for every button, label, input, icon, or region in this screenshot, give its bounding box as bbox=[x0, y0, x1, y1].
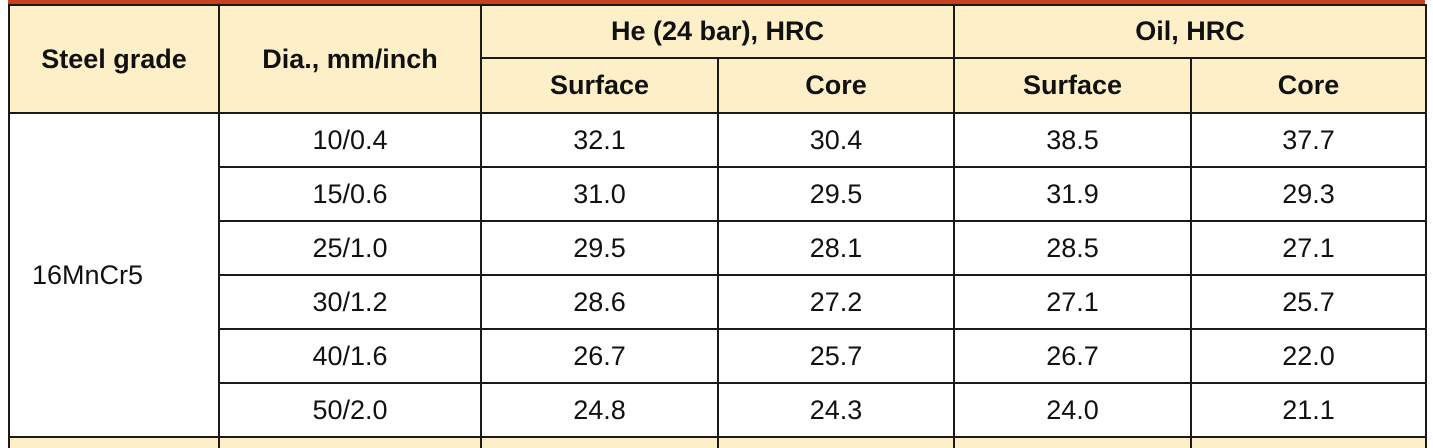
data-cell: 32.1 bbox=[480, 112, 719, 168]
data-cell: 21.1 bbox=[1190, 382, 1428, 438]
cut-off-cell bbox=[8, 436, 220, 448]
header-cell: Dia., mm/inch bbox=[218, 4, 482, 114]
data-cell: 25.7 bbox=[716, 328, 956, 384]
header-row: Steel grade Dia., mm/inch He (24 bar), H… bbox=[8, 4, 1428, 114]
cut-off-cell bbox=[953, 436, 1193, 448]
header-cell: He (24 bar), HRC bbox=[479, 4, 956, 59]
cut-off-cell bbox=[218, 436, 482, 448]
subheader-cell: Surface bbox=[480, 57, 719, 114]
data-cell: 10/0.4 bbox=[218, 112, 482, 168]
data-row: 50/2.0 24.8 24.3 24.0 21.1 bbox=[9, 382, 1428, 438]
data-cell: 28.1 bbox=[716, 220, 956, 276]
data-cell: 26.7 bbox=[480, 328, 719, 384]
data-cell: 28.6 bbox=[480, 274, 719, 330]
data-cell: 28.5 bbox=[953, 220, 1193, 276]
data-cell: 37.7 bbox=[1190, 112, 1428, 168]
grade-cell: 16MnCr5 bbox=[8, 112, 220, 438]
data-cell: 29.3 bbox=[1190, 166, 1428, 222]
cut-off-cell bbox=[1190, 436, 1428, 448]
data-cell: 27.1 bbox=[1190, 220, 1428, 276]
data-cell: 30/1.2 bbox=[218, 274, 482, 330]
subheader-cell: Core bbox=[1190, 57, 1428, 114]
subheader-cell: Surface bbox=[953, 57, 1193, 114]
data-row: 25/1.0 29.5 28.1 28.5 27.1 bbox=[9, 220, 1428, 276]
data-cell: 30.4 bbox=[716, 112, 956, 168]
data-cell: 24.3 bbox=[716, 382, 956, 438]
data-cell: 25/1.0 bbox=[218, 220, 482, 276]
data-cell: 31.9 bbox=[953, 166, 1193, 222]
data-row: 15/0.6 31.0 29.5 31.9 29.3 bbox=[9, 166, 1428, 222]
data-cell: 25.7 bbox=[1190, 274, 1428, 330]
subheader-row: Surface Core Surface Core bbox=[9, 57, 1428, 114]
data-row: 40/1.6 26.7 25.7 26.7 22.0 bbox=[9, 328, 1428, 384]
cut-off-row bbox=[8, 436, 1428, 448]
data-cell: 15/0.6 bbox=[218, 166, 482, 222]
data-cell: 38.5 bbox=[953, 112, 1193, 168]
subheader-cell: Core bbox=[716, 57, 956, 114]
data-row: 16MnCr5 10/0.4 32.1 30.4 38.5 37.7 bbox=[8, 112, 1428, 438]
data-cell: 31.0 bbox=[480, 166, 719, 222]
header-cell: Oil, HRC bbox=[953, 4, 1428, 59]
data-cell: 29.5 bbox=[716, 166, 956, 222]
table-body: 16MnCr5 10/0.4 32.1 30.4 38.5 37.7 15/0.6 31.0 2… bbox=[8, 112, 1428, 448]
hardness-table: Steel grade Dia., mm/inch He (24 bar), H… bbox=[8, 4, 1428, 448]
data-cell: 27.2 bbox=[716, 274, 956, 330]
table-frame: Steel grade Dia., mm/inch He (24 bar), H… bbox=[8, 0, 1428, 448]
data-cell: 24.0 bbox=[953, 382, 1193, 438]
cut-off-cell bbox=[716, 436, 956, 448]
data-cell: 50/2.0 bbox=[218, 382, 482, 438]
data-cell: 24.8 bbox=[480, 382, 719, 438]
header-cell: Steel grade bbox=[8, 4, 220, 114]
data-cell: 40/1.6 bbox=[218, 328, 482, 384]
data-row: 30/1.2 28.6 27.2 27.1 25.7 bbox=[9, 274, 1428, 330]
cut-off-cell bbox=[480, 436, 719, 448]
data-cell: 26.7 bbox=[953, 328, 1193, 384]
data-cell: 27.1 bbox=[953, 274, 1193, 330]
data-cell: 22.0 bbox=[1190, 328, 1428, 384]
data-cell: 29.5 bbox=[480, 220, 719, 276]
